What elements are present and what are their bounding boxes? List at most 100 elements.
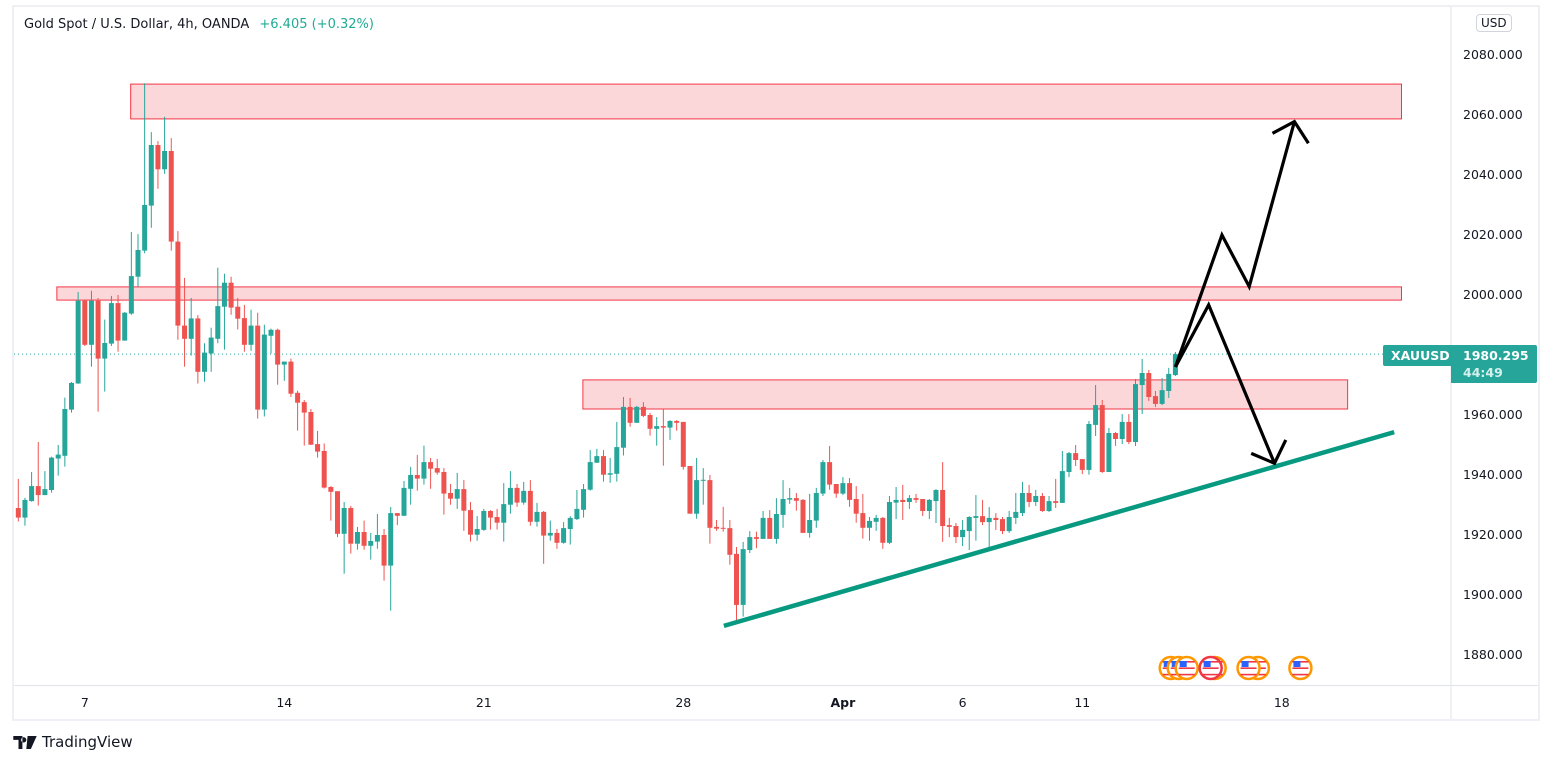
candle-body <box>1086 424 1092 470</box>
tradingview-logo[interactable]: TradingView <box>13 733 133 751</box>
candle-body <box>182 325 188 339</box>
candle-body <box>534 511 540 522</box>
candle-body <box>521 490 527 503</box>
candle <box>202 343 207 382</box>
candle-body <box>1099 405 1105 472</box>
candle-body <box>667 421 673 428</box>
candle-body <box>980 516 986 523</box>
candle <box>680 421 686 470</box>
candle <box>800 499 806 533</box>
candle-body <box>394 513 400 516</box>
candle-body <box>155 145 161 170</box>
candle-body <box>235 306 241 319</box>
candle-body <box>926 499 932 511</box>
candle-body <box>1046 501 1052 511</box>
candle-body <box>1159 390 1165 404</box>
candle-body <box>481 511 487 530</box>
us-flag-event-icon[interactable] <box>1288 655 1313 681</box>
candle-body <box>647 415 653 429</box>
candle <box>640 402 646 418</box>
candle <box>175 231 181 340</box>
candle <box>867 517 872 541</box>
candle-body <box>767 517 773 539</box>
price-tick-label: 2000.000 <box>1463 287 1523 302</box>
candle <box>135 234 141 287</box>
last-price-label: 1980.295 44:49 <box>1451 345 1537 383</box>
flag-stripe <box>1240 673 1257 676</box>
candle-body <box>714 526 720 529</box>
candle <box>973 495 979 541</box>
candle <box>461 480 467 531</box>
arrow-head-icon <box>1250 439 1288 466</box>
candle-body <box>1106 433 1112 472</box>
candle <box>361 520 367 550</box>
candle <box>122 312 128 341</box>
candle-body <box>813 493 819 521</box>
candle <box>561 522 567 544</box>
candle-body <box>627 406 633 423</box>
candle-body <box>381 535 387 566</box>
candle-body <box>414 475 420 479</box>
candle <box>760 511 766 539</box>
us-flag-event-icon[interactable] <box>1236 655 1261 681</box>
candle-body <box>221 282 227 307</box>
candle <box>1152 391 1158 407</box>
candle <box>1066 451 1072 478</box>
time-tick-label: 18 <box>1273 695 1290 710</box>
brand-name: TradingView <box>42 733 133 751</box>
candle-body <box>428 462 434 469</box>
candle <box>288 358 294 397</box>
candle <box>886 496 892 544</box>
flag-stripe <box>1240 667 1257 669</box>
candle <box>354 526 360 550</box>
support-trendline <box>723 429 1395 629</box>
candle <box>787 487 793 504</box>
candle-body <box>281 361 287 365</box>
candle-body <box>807 520 813 533</box>
candle-body <box>188 318 194 339</box>
candle-body <box>75 300 81 384</box>
candle <box>734 547 739 621</box>
candle <box>953 523 959 544</box>
candle <box>860 493 866 539</box>
candle <box>448 484 454 505</box>
candle <box>514 484 520 507</box>
candle <box>115 295 121 352</box>
candle <box>182 277 188 367</box>
candle <box>468 502 473 542</box>
currency-button[interactable]: USD <box>1476 14 1512 32</box>
candle <box>69 382 74 413</box>
candle <box>241 304 247 352</box>
candle <box>49 456 55 493</box>
candle <box>15 478 21 522</box>
candle-body <box>694 480 700 514</box>
candle-body <box>1152 396 1158 404</box>
candle <box>1039 493 1045 512</box>
us-flag-event-icon[interactable] <box>1198 655 1223 681</box>
candle-body <box>880 517 886 543</box>
candle-body <box>55 454 61 459</box>
candle <box>660 409 666 466</box>
candle <box>95 298 101 412</box>
flag-canton <box>1241 661 1249 667</box>
candle <box>727 520 733 565</box>
candle <box>893 487 899 520</box>
candle-body <box>833 484 839 494</box>
candle <box>1086 421 1092 475</box>
candle-body <box>315 444 321 452</box>
price-tick-label: 2060.000 <box>1463 107 1523 122</box>
time-tick-label: 21 <box>475 695 492 710</box>
us-flag-event-icon[interactable] <box>1174 655 1199 681</box>
candle-body <box>487 511 493 518</box>
candle <box>155 141 161 189</box>
candle <box>1046 496 1052 512</box>
candle-body <box>793 498 799 501</box>
candle <box>960 520 966 547</box>
candle-body <box>853 499 859 514</box>
candle <box>62 397 68 467</box>
candle-body <box>142 205 148 251</box>
candle-body <box>660 426 666 428</box>
candle <box>694 457 700 519</box>
time-tick-label: 7 <box>80 695 89 710</box>
